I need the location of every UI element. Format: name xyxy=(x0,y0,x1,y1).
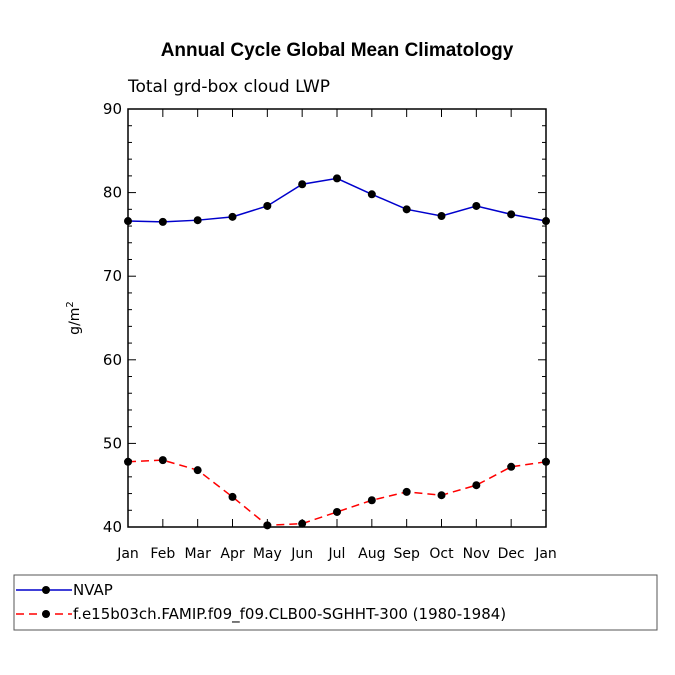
y-tick-label: 60 xyxy=(103,351,122,369)
x-tick-label: Sep xyxy=(393,546,420,562)
y-axis-label: g/m2 xyxy=(65,301,83,335)
data-point xyxy=(507,210,516,219)
data-point xyxy=(263,521,272,530)
x-tick-label: Mar xyxy=(184,546,211,562)
x-tick-label: Jun xyxy=(290,546,313,562)
plot-frame xyxy=(127,108,547,528)
x-tick-label: Aug xyxy=(358,546,385,562)
x-tick-label: Nov xyxy=(463,546,490,562)
legend-marker xyxy=(42,586,50,594)
data-point xyxy=(298,180,307,189)
x-tick-label: May xyxy=(253,546,282,562)
data-point xyxy=(158,456,167,465)
x-tick-label: Apr xyxy=(220,546,244,562)
data-point xyxy=(193,466,202,475)
x-tick-label: Dec xyxy=(498,546,525,562)
data-point xyxy=(263,201,272,210)
series-layer xyxy=(124,174,550,530)
y-tick-label: 90 xyxy=(103,100,122,118)
data-point xyxy=(298,519,307,528)
data-point xyxy=(402,487,411,496)
data-point xyxy=(472,481,481,490)
data-point xyxy=(367,496,376,505)
y-tick-label: 40 xyxy=(103,518,122,536)
x-tick-label: Jan xyxy=(116,546,139,562)
chart-subtitle: Total grd-box cloud LWP xyxy=(127,77,330,97)
data-point xyxy=(437,491,446,500)
data-point xyxy=(193,216,202,225)
legend-box xyxy=(13,574,658,631)
series-line-1 xyxy=(127,177,547,223)
x-tick-label: Oct xyxy=(429,546,454,562)
legend-label: NVAP xyxy=(73,581,113,599)
y-tick-label: 70 xyxy=(103,267,122,285)
y-tick-label: 50 xyxy=(103,434,122,452)
data-point xyxy=(437,212,446,221)
chart-title: Annual Cycle Global Mean Climatology xyxy=(161,40,514,61)
data-point xyxy=(228,492,237,501)
data-point xyxy=(367,190,376,199)
x-tick-label: Feb xyxy=(150,546,175,562)
axis-ticks: 40 50 60 70 80 90 Jan Feb Mar Apr May Jun Jul Aug Sep O… xyxy=(103,100,557,562)
data-point xyxy=(228,212,237,221)
y-tick-label: 80 xyxy=(103,184,122,202)
legend-label: f.e15b03ch.FAMIP.f09_f09.CLB00-SGHHT-300… xyxy=(73,605,506,624)
data-point xyxy=(507,462,516,471)
data-point xyxy=(333,174,341,183)
x-tick-label: Jul xyxy=(328,546,346,562)
data-point xyxy=(402,205,411,214)
legend-marker xyxy=(42,610,50,618)
data-point xyxy=(158,217,167,226)
x-tick-label: Jan xyxy=(534,546,557,562)
legend: NVAP f.e15b03ch.FAMIP.f09_f09.CLB00-SGHHT… xyxy=(13,574,658,631)
data-point xyxy=(333,507,341,516)
data-point xyxy=(472,201,481,210)
